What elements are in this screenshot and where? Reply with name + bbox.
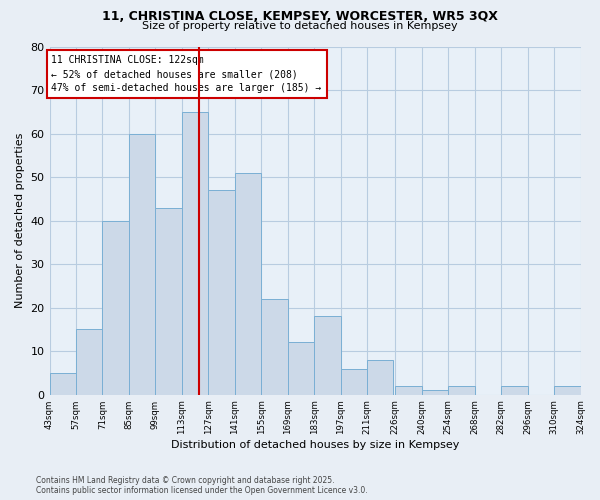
Bar [155, 208, 182, 394]
Bar [367, 360, 394, 394]
Text: 11 CHRISTINA CLOSE: 122sqm
← 52% of detached houses are smaller (208)
47% of sem: 11 CHRISTINA CLOSE: 122sqm ← 52% of deta… [52, 55, 322, 93]
Bar [235, 172, 261, 394]
Text: Size of property relative to detached houses in Kempsey: Size of property relative to detached ho… [142, 21, 458, 31]
Bar [129, 134, 155, 394]
Bar [261, 299, 287, 394]
Y-axis label: Number of detached properties: Number of detached properties [15, 133, 25, 308]
Bar [103, 220, 129, 394]
Bar [501, 386, 527, 394]
Bar [287, 342, 314, 394]
Bar [208, 190, 235, 394]
Bar [341, 368, 367, 394]
Text: 11, CHRISTINA CLOSE, KEMPSEY, WORCESTER, WR5 3QX: 11, CHRISTINA CLOSE, KEMPSEY, WORCESTER,… [102, 10, 498, 23]
Bar [76, 330, 103, 394]
Bar [554, 386, 581, 394]
Bar [314, 316, 341, 394]
Bar [422, 390, 448, 394]
Bar [182, 112, 208, 395]
Bar [448, 386, 475, 394]
Bar [395, 386, 422, 394]
Bar [50, 373, 76, 394]
Text: Contains HM Land Registry data © Crown copyright and database right 2025.
Contai: Contains HM Land Registry data © Crown c… [36, 476, 368, 495]
X-axis label: Distribution of detached houses by size in Kempsey: Distribution of detached houses by size … [171, 440, 459, 450]
